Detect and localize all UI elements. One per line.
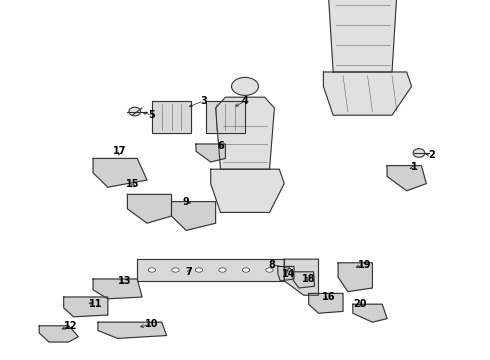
Text: 19: 19 bbox=[358, 260, 372, 270]
Text: 4: 4 bbox=[242, 96, 248, 106]
Text: 3: 3 bbox=[200, 96, 207, 106]
Polygon shape bbox=[152, 101, 191, 133]
Polygon shape bbox=[172, 202, 216, 230]
Polygon shape bbox=[309, 293, 343, 313]
Polygon shape bbox=[211, 169, 284, 212]
Polygon shape bbox=[387, 166, 426, 191]
Text: 1: 1 bbox=[411, 162, 417, 172]
Polygon shape bbox=[353, 304, 387, 322]
Polygon shape bbox=[98, 322, 167, 338]
Ellipse shape bbox=[195, 268, 203, 272]
Polygon shape bbox=[39, 326, 78, 342]
Ellipse shape bbox=[232, 77, 259, 95]
Text: 10: 10 bbox=[145, 319, 159, 329]
Polygon shape bbox=[206, 101, 245, 133]
Polygon shape bbox=[196, 144, 225, 162]
Text: 2: 2 bbox=[428, 150, 435, 160]
Text: 12: 12 bbox=[64, 321, 78, 331]
Ellipse shape bbox=[242, 268, 249, 272]
Polygon shape bbox=[323, 72, 412, 115]
Polygon shape bbox=[64, 297, 108, 317]
Ellipse shape bbox=[148, 268, 156, 272]
Polygon shape bbox=[127, 194, 172, 223]
Text: 6: 6 bbox=[217, 141, 224, 151]
Polygon shape bbox=[338, 263, 372, 292]
Text: 13: 13 bbox=[118, 276, 132, 286]
Text: 8: 8 bbox=[269, 260, 275, 270]
Text: 5: 5 bbox=[148, 110, 155, 120]
Polygon shape bbox=[293, 272, 315, 288]
Polygon shape bbox=[93, 279, 142, 299]
Ellipse shape bbox=[219, 268, 226, 272]
Polygon shape bbox=[216, 97, 274, 169]
Text: 9: 9 bbox=[183, 197, 190, 207]
Circle shape bbox=[413, 149, 425, 157]
Polygon shape bbox=[284, 259, 318, 295]
Ellipse shape bbox=[172, 268, 179, 272]
Text: 16: 16 bbox=[321, 292, 335, 302]
Text: 17: 17 bbox=[113, 146, 127, 156]
Text: 7: 7 bbox=[185, 267, 192, 277]
Polygon shape bbox=[328, 0, 397, 72]
Text: 15: 15 bbox=[125, 179, 139, 189]
Polygon shape bbox=[278, 266, 294, 281]
Polygon shape bbox=[93, 158, 147, 187]
Text: 14: 14 bbox=[282, 269, 296, 279]
Circle shape bbox=[129, 107, 141, 116]
Text: 18: 18 bbox=[302, 274, 316, 284]
Ellipse shape bbox=[266, 268, 273, 272]
Polygon shape bbox=[137, 259, 284, 281]
Text: 11: 11 bbox=[89, 299, 102, 309]
Text: 20: 20 bbox=[353, 299, 367, 309]
